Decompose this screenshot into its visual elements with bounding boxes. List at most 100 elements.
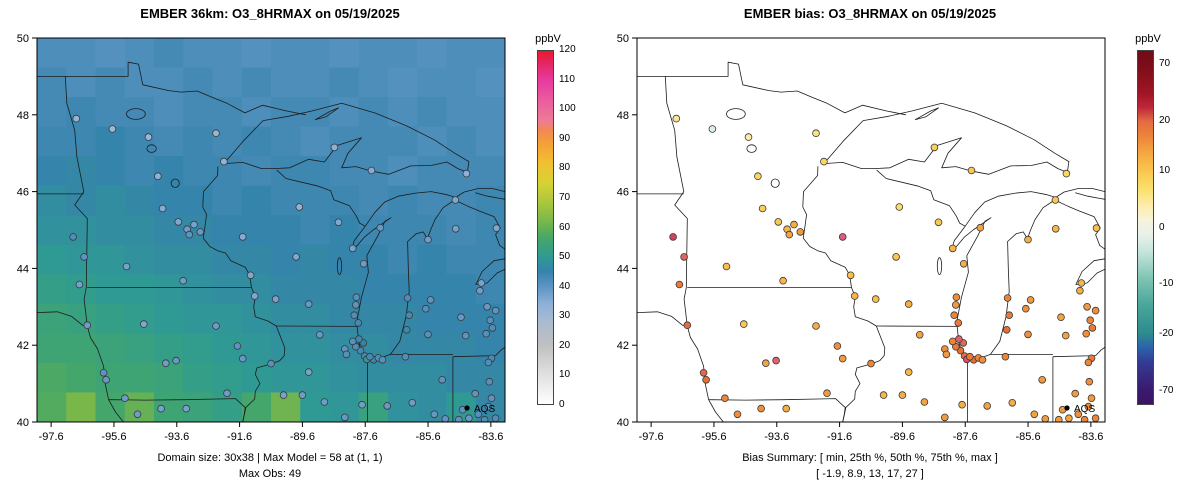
station-dot bbox=[1005, 311, 1014, 320]
station-dot bbox=[212, 129, 220, 138]
model-raster-cell bbox=[300, 185, 331, 216]
station-dot bbox=[1077, 279, 1086, 287]
station-dot bbox=[1083, 302, 1091, 311]
small-lake-outline bbox=[726, 108, 746, 120]
right-panel-title: EMBER bias: O3_8HRMAX on 05/19/2025 bbox=[743, 6, 997, 21]
model-raster-cell bbox=[300, 274, 331, 305]
model-raster-cell bbox=[66, 274, 97, 305]
model-raster-cell bbox=[329, 67, 360, 98]
model-raster-cell bbox=[212, 67, 243, 98]
model-raster-cell bbox=[124, 362, 155, 394]
model-raster-cell bbox=[329, 126, 360, 157]
model-raster-cell bbox=[95, 362, 126, 394]
station-dot bbox=[966, 352, 974, 361]
station-dot bbox=[220, 157, 228, 166]
map-outline bbox=[314, 107, 339, 121]
station-dot bbox=[488, 324, 497, 332]
station-dot bbox=[352, 293, 361, 302]
station-dot bbox=[1061, 331, 1070, 340]
model-raster-cell bbox=[154, 303, 184, 334]
map-outline bbox=[351, 191, 457, 361]
model-raster-cell bbox=[388, 38, 418, 69]
model-raster-cell bbox=[154, 67, 184, 98]
model-raster-cell bbox=[329, 38, 360, 69]
station-dot bbox=[779, 276, 787, 285]
map-outline bbox=[802, 166, 819, 239]
right-colorbar-units: ppbV bbox=[1135, 33, 1161, 45]
model-raster-cell bbox=[154, 38, 184, 69]
model-raster-cell bbox=[475, 67, 505, 98]
station-dot bbox=[721, 394, 729, 403]
station-dot bbox=[904, 300, 913, 308]
station-dot bbox=[951, 301, 960, 309]
y-tick-label: 46 bbox=[617, 187, 629, 199]
model-raster-cell bbox=[358, 215, 389, 246]
station-dot bbox=[758, 204, 767, 213]
model-raster-cell bbox=[358, 303, 389, 334]
model-raster-cell bbox=[417, 215, 448, 246]
colorbar-tick-label: 80 bbox=[559, 162, 571, 174]
model-raster-cell bbox=[271, 303, 301, 334]
colorbar-tick-label: 100 bbox=[559, 103, 576, 115]
station-dot bbox=[304, 300, 313, 308]
station-dot bbox=[83, 321, 92, 330]
model-raster-cell bbox=[271, 156, 301, 187]
station-dot bbox=[233, 342, 242, 350]
map-outline bbox=[202, 166, 219, 239]
model-raster-cell bbox=[388, 244, 418, 275]
model-raster-cell bbox=[388, 274, 418, 305]
model-raster-cell bbox=[358, 126, 389, 157]
station-dot bbox=[1038, 375, 1047, 384]
model-raster-cell bbox=[300, 126, 331, 157]
station-dot bbox=[99, 368, 108, 377]
model-raster-cell bbox=[300, 215, 331, 246]
model-raster-cell bbox=[95, 97, 126, 128]
model-raster-cell bbox=[37, 274, 67, 305]
model-raster-cell bbox=[300, 244, 331, 275]
model-raster-cell bbox=[358, 38, 389, 69]
model-raster-cell bbox=[124, 303, 155, 334]
station-dot bbox=[892, 253, 900, 261]
station-dot bbox=[196, 228, 205, 236]
map-outline bbox=[1075, 192, 1105, 200]
model-raster-cell bbox=[271, 126, 301, 157]
station-dot bbox=[315, 330, 324, 339]
station-dot bbox=[774, 218, 783, 226]
model-raster-cell bbox=[241, 215, 272, 246]
station-dot bbox=[1008, 398, 1017, 407]
station-dot bbox=[461, 331, 470, 340]
station-dot bbox=[348, 244, 357, 253]
map-outline bbox=[1055, 188, 1105, 198]
model-raster-cell bbox=[212, 362, 243, 394]
model-raster-cell bbox=[183, 126, 214, 157]
station-dot bbox=[484, 402, 493, 411]
station-dot bbox=[948, 244, 957, 253]
model-raster-cell bbox=[446, 185, 477, 216]
left-colorbar-units: ppbV bbox=[535, 33, 561, 45]
station-dot bbox=[680, 253, 688, 261]
station-dot bbox=[471, 389, 480, 398]
x-tick-label: -97.6 bbox=[39, 431, 64, 443]
left-colorbar-labels: 0 10 20 30 40 50 60 70 80 90 100 110 120 bbox=[559, 45, 599, 410]
y-tick-label: 44 bbox=[17, 263, 29, 275]
station-dot bbox=[441, 415, 450, 422]
station-dot bbox=[174, 218, 183, 226]
station-dot bbox=[940, 413, 949, 422]
model-raster-cell bbox=[37, 392, 67, 422]
station-dot bbox=[366, 352, 374, 361]
model-raster-cell bbox=[446, 97, 477, 128]
map-outline bbox=[454, 199, 505, 250]
x-tick-label: -83.6 bbox=[1078, 431, 1103, 443]
station-dot bbox=[740, 320, 748, 328]
x-tick-label: -93.6 bbox=[164, 431, 189, 443]
model-raster-cell bbox=[300, 38, 331, 69]
model-raster-cell bbox=[417, 244, 448, 275]
model-raster-cell bbox=[154, 126, 184, 157]
station-dot bbox=[1021, 304, 1030, 313]
model-raster-cell bbox=[37, 126, 67, 157]
station-dot bbox=[424, 235, 432, 244]
colorbar-tick-label: 10 bbox=[1159, 164, 1171, 176]
model-raster-cell bbox=[358, 274, 389, 305]
model-raster-cell bbox=[37, 156, 67, 187]
model-raster-cell bbox=[417, 303, 448, 334]
